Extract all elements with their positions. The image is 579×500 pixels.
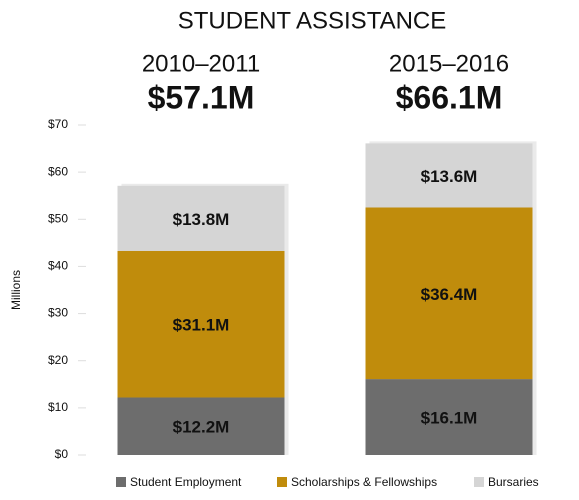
bar-segment [117,250,285,398]
category-label: 2010–2011 [142,50,260,77]
data-label: $16.1M [421,409,478,428]
y-axis-label: Millions [9,270,23,310]
y-tick-label: $30 [48,306,68,320]
total-label: $57.1M [148,79,255,115]
y-tick-label: $10 [48,400,68,414]
bar-segment [117,397,285,455]
category-label: 2015–2016 [389,50,509,77]
bar-segment [117,185,285,251]
legend-label: Bursaries [488,475,539,489]
legend-swatch [277,477,287,487]
y-tick-label: $40 [48,259,68,273]
data-label: $13.8M [173,210,230,229]
total-label: $66.1M [396,79,503,115]
data-label: $12.2M [173,418,230,437]
legend-swatch [474,477,484,487]
legend-swatch [116,477,126,487]
legend-label: Student Employment [130,475,242,489]
y-tick-label: $20 [48,353,68,367]
y-tick-label: $0 [55,447,69,461]
chart-title: STUDENT ASSISTANCE [178,7,447,34]
data-label: $31.1M [173,316,230,335]
data-label: $13.6M [421,167,478,186]
y-tick-label: $50 [48,211,68,225]
data-label: $36.4M [421,285,478,304]
bar-segment [365,379,533,455]
y-tick-label: $60 [48,164,68,178]
y-tick-label: $70 [48,117,68,131]
bar-segment [365,207,533,380]
legend-label: Scholarships & Fellowships [291,475,437,489]
bar-segment [365,143,533,208]
